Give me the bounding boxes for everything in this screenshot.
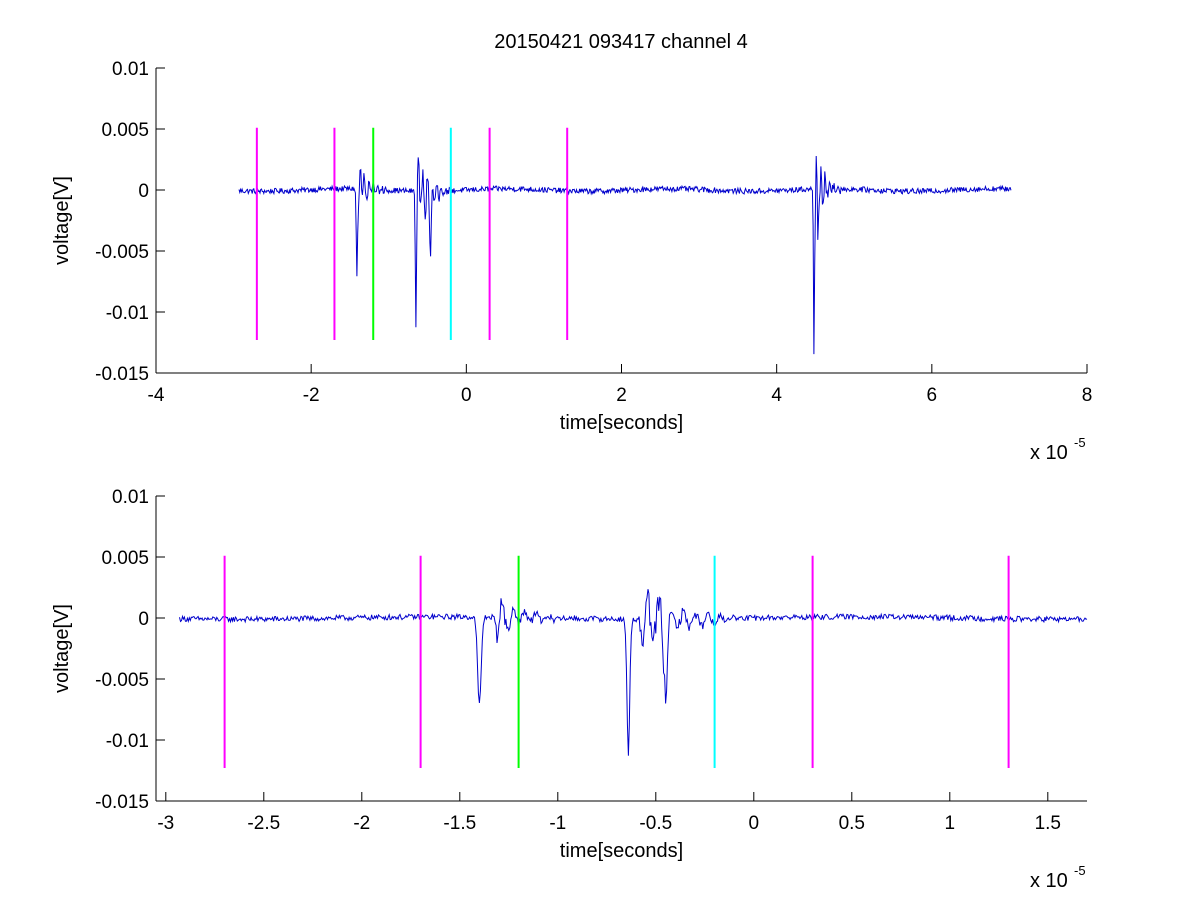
y-tick-label: 0.01 xyxy=(112,487,149,508)
y-tick-label: 0 xyxy=(138,181,149,202)
signal-trace xyxy=(179,589,1088,756)
top-plot-panel: 0.01 0.005 0 -0.005 -0.01 -0.015-4 -2 0 2 4 6 8 time… xyxy=(51,59,1092,464)
x-exponent-label: x 10 xyxy=(1030,870,1068,892)
y-axis-label: voltage[V] xyxy=(51,176,73,265)
y-tick-label: -0.015 xyxy=(95,792,149,813)
y-tick-label: -0.01 xyxy=(106,303,149,324)
x-axis-label: time[seconds] xyxy=(560,412,683,434)
signal-trace xyxy=(238,155,1012,355)
x-tick-label: 0 xyxy=(749,813,760,834)
x-tick-label: -1.5 xyxy=(443,813,476,834)
x-tick-label: -1 xyxy=(549,813,566,834)
bottom-plot-panel: 0.01 0.005 0 -0.005 -0.01 -0.015 -3 -2.5 -2 -1.5 -… xyxy=(51,487,1088,892)
x-tick-label: 6 xyxy=(927,385,938,406)
x-tick-label: -2.5 xyxy=(247,813,280,834)
x-tick-label: -2 xyxy=(303,385,320,406)
y-tick-label: 0.01 xyxy=(112,59,149,80)
figure-title: 20150421 093417 channel 4 xyxy=(494,31,748,53)
y-tick-label: -0.005 xyxy=(95,670,149,691)
x-tick-label: 1 xyxy=(945,813,956,834)
x-axis-label: time[seconds] xyxy=(560,840,683,862)
y-tick-label: -0.005 xyxy=(95,242,149,263)
x-tick-label: -0.5 xyxy=(639,813,672,834)
x-exponent-value: -5 xyxy=(1074,435,1086,450)
y-tick-label: -0.01 xyxy=(106,731,149,752)
x-exponent-value: -5 xyxy=(1074,863,1086,878)
y-tick-label: 0.005 xyxy=(101,548,149,569)
y-tick-label: -0.015 xyxy=(95,364,149,385)
x-tick-label: 1.5 xyxy=(1035,813,1061,834)
x-tick-label: 2 xyxy=(616,385,627,406)
y-tick-label: 0.005 xyxy=(101,120,149,141)
x-tick-label: -4 xyxy=(148,385,165,406)
x-tick-label: 0 xyxy=(461,385,472,406)
x-tick-label: -3 xyxy=(157,813,174,834)
y-tick-label: 0 xyxy=(138,609,149,630)
y-axis-label: voltage[V] xyxy=(51,604,73,693)
x-tick-label: 0.5 xyxy=(839,813,865,834)
x-exponent-label: x 10 xyxy=(1030,442,1068,464)
x-tick-label: 4 xyxy=(771,385,782,406)
x-tick-label: 8 xyxy=(1082,385,1093,406)
x-tick-label: -2 xyxy=(353,813,370,834)
